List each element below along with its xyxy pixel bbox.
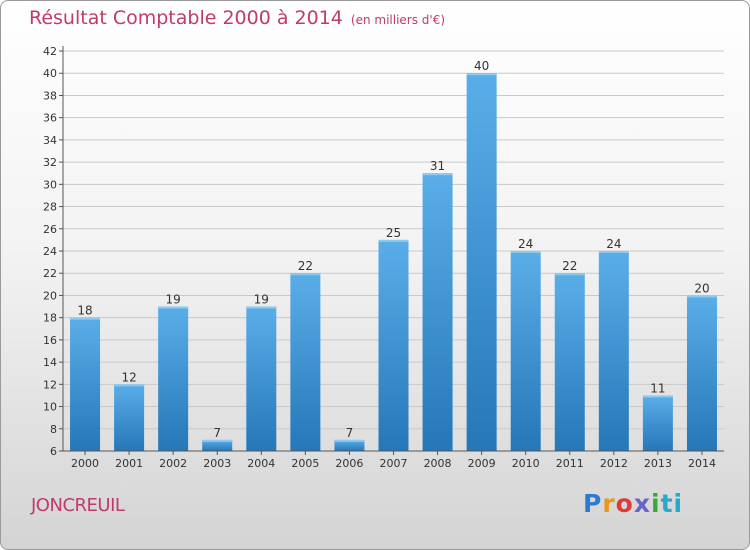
logo-letter: P [583,489,603,518]
bar-highlight [686,295,717,298]
bar [114,384,145,451]
bar-highlight [466,73,497,76]
x-tick-label: 2011 [556,457,584,470]
bar [466,73,497,451]
y-tick-label: 18 [43,312,57,325]
data-label: 24 [606,237,621,251]
y-tick-label: 26 [43,223,57,236]
bar [510,251,541,451]
data-label: 7 [213,426,221,440]
bar-highlight [422,173,453,176]
bar [202,439,233,451]
y-tick-label: 38 [43,89,57,102]
bar-highlight [114,384,145,387]
data-label: 11 [650,381,665,395]
bar [642,395,673,451]
data-label: 31 [430,159,445,173]
bar-highlight [334,439,365,442]
x-tick-label: 2001 [115,457,143,470]
data-label: 24 [518,237,533,251]
bar-highlight [202,439,233,442]
proxiti-logo: Proxiti [583,489,683,518]
x-tick-label: 2010 [512,457,540,470]
x-tick-label: 2004 [247,457,275,470]
y-tick-label: 22 [43,267,57,280]
y-tick-label: 28 [43,201,57,214]
data-label: 19 [254,293,269,307]
x-tick-label: 2006 [335,457,363,470]
bar-highlight [290,273,321,276]
y-tick-label: 16 [43,334,57,347]
x-tick-label: 2014 [688,457,716,470]
bar [422,173,453,451]
x-tick-label: 2003 [203,457,231,470]
bar-highlight [378,239,409,242]
y-tick-label: 10 [43,401,57,414]
y-tick-label: 30 [43,178,57,191]
data-label: 7 [346,426,354,440]
logo-letter: i [651,489,661,518]
x-tick-label: 2008 [424,457,452,470]
x-tick-label: 2000 [71,457,99,470]
y-tick-label: 8 [50,423,57,436]
logo-letter: o [615,489,634,518]
logo-letter: ti [660,489,684,518]
x-tick-label: 2013 [644,457,672,470]
bar [158,306,189,451]
bar-highlight [246,306,277,309]
bar-highlight [70,317,101,320]
bar [290,273,321,451]
y-tick-label: 40 [43,67,57,80]
x-tick-label: 2005 [291,457,319,470]
bar [334,439,365,451]
y-tick-label: 42 [43,45,57,58]
y-tick-label: 32 [43,156,57,169]
bar-highlight [642,395,673,398]
bar-highlight [158,306,189,309]
data-label: 18 [77,304,92,318]
x-tick-label: 2007 [380,457,408,470]
y-tick-label: 34 [43,134,57,147]
y-tick-label: 36 [43,112,57,125]
bar [554,273,585,451]
bar [70,317,101,451]
data-label: 25 [386,226,401,240]
x-tick-label: 2002 [159,457,187,470]
x-tick-label: 2009 [468,457,496,470]
y-tick-label: 24 [43,245,57,258]
data-label: 22 [298,259,313,273]
chart-title: Résultat Comptable 2000 à 2014 (en millie… [29,7,445,29]
bar [378,239,409,451]
bar-highlight [554,273,585,276]
y-tick-label: 14 [43,356,57,369]
y-tick-label: 6 [50,445,57,458]
bar-highlight [510,251,541,253]
bar [246,306,277,451]
data-label: 20 [694,281,709,295]
x-tick-label: 2012 [600,457,628,470]
data-label: 12 [121,370,136,384]
logo-letter: r [602,489,616,518]
bar [686,295,717,451]
logo-letter: x [633,489,651,518]
data-label: 22 [562,259,577,273]
data-label: 19 [166,293,181,307]
town-name: JONCREUIL [31,495,125,516]
bar [598,251,629,451]
bar-highlight [598,251,629,253]
y-tick-label: 20 [43,289,57,302]
data-label: 40 [474,59,489,73]
y-tick-label: 12 [43,378,57,391]
chart-title-text: Résultat Comptable 2000 à 2014 [29,7,343,29]
chart-unit: (en milliers d'€) [350,13,446,27]
